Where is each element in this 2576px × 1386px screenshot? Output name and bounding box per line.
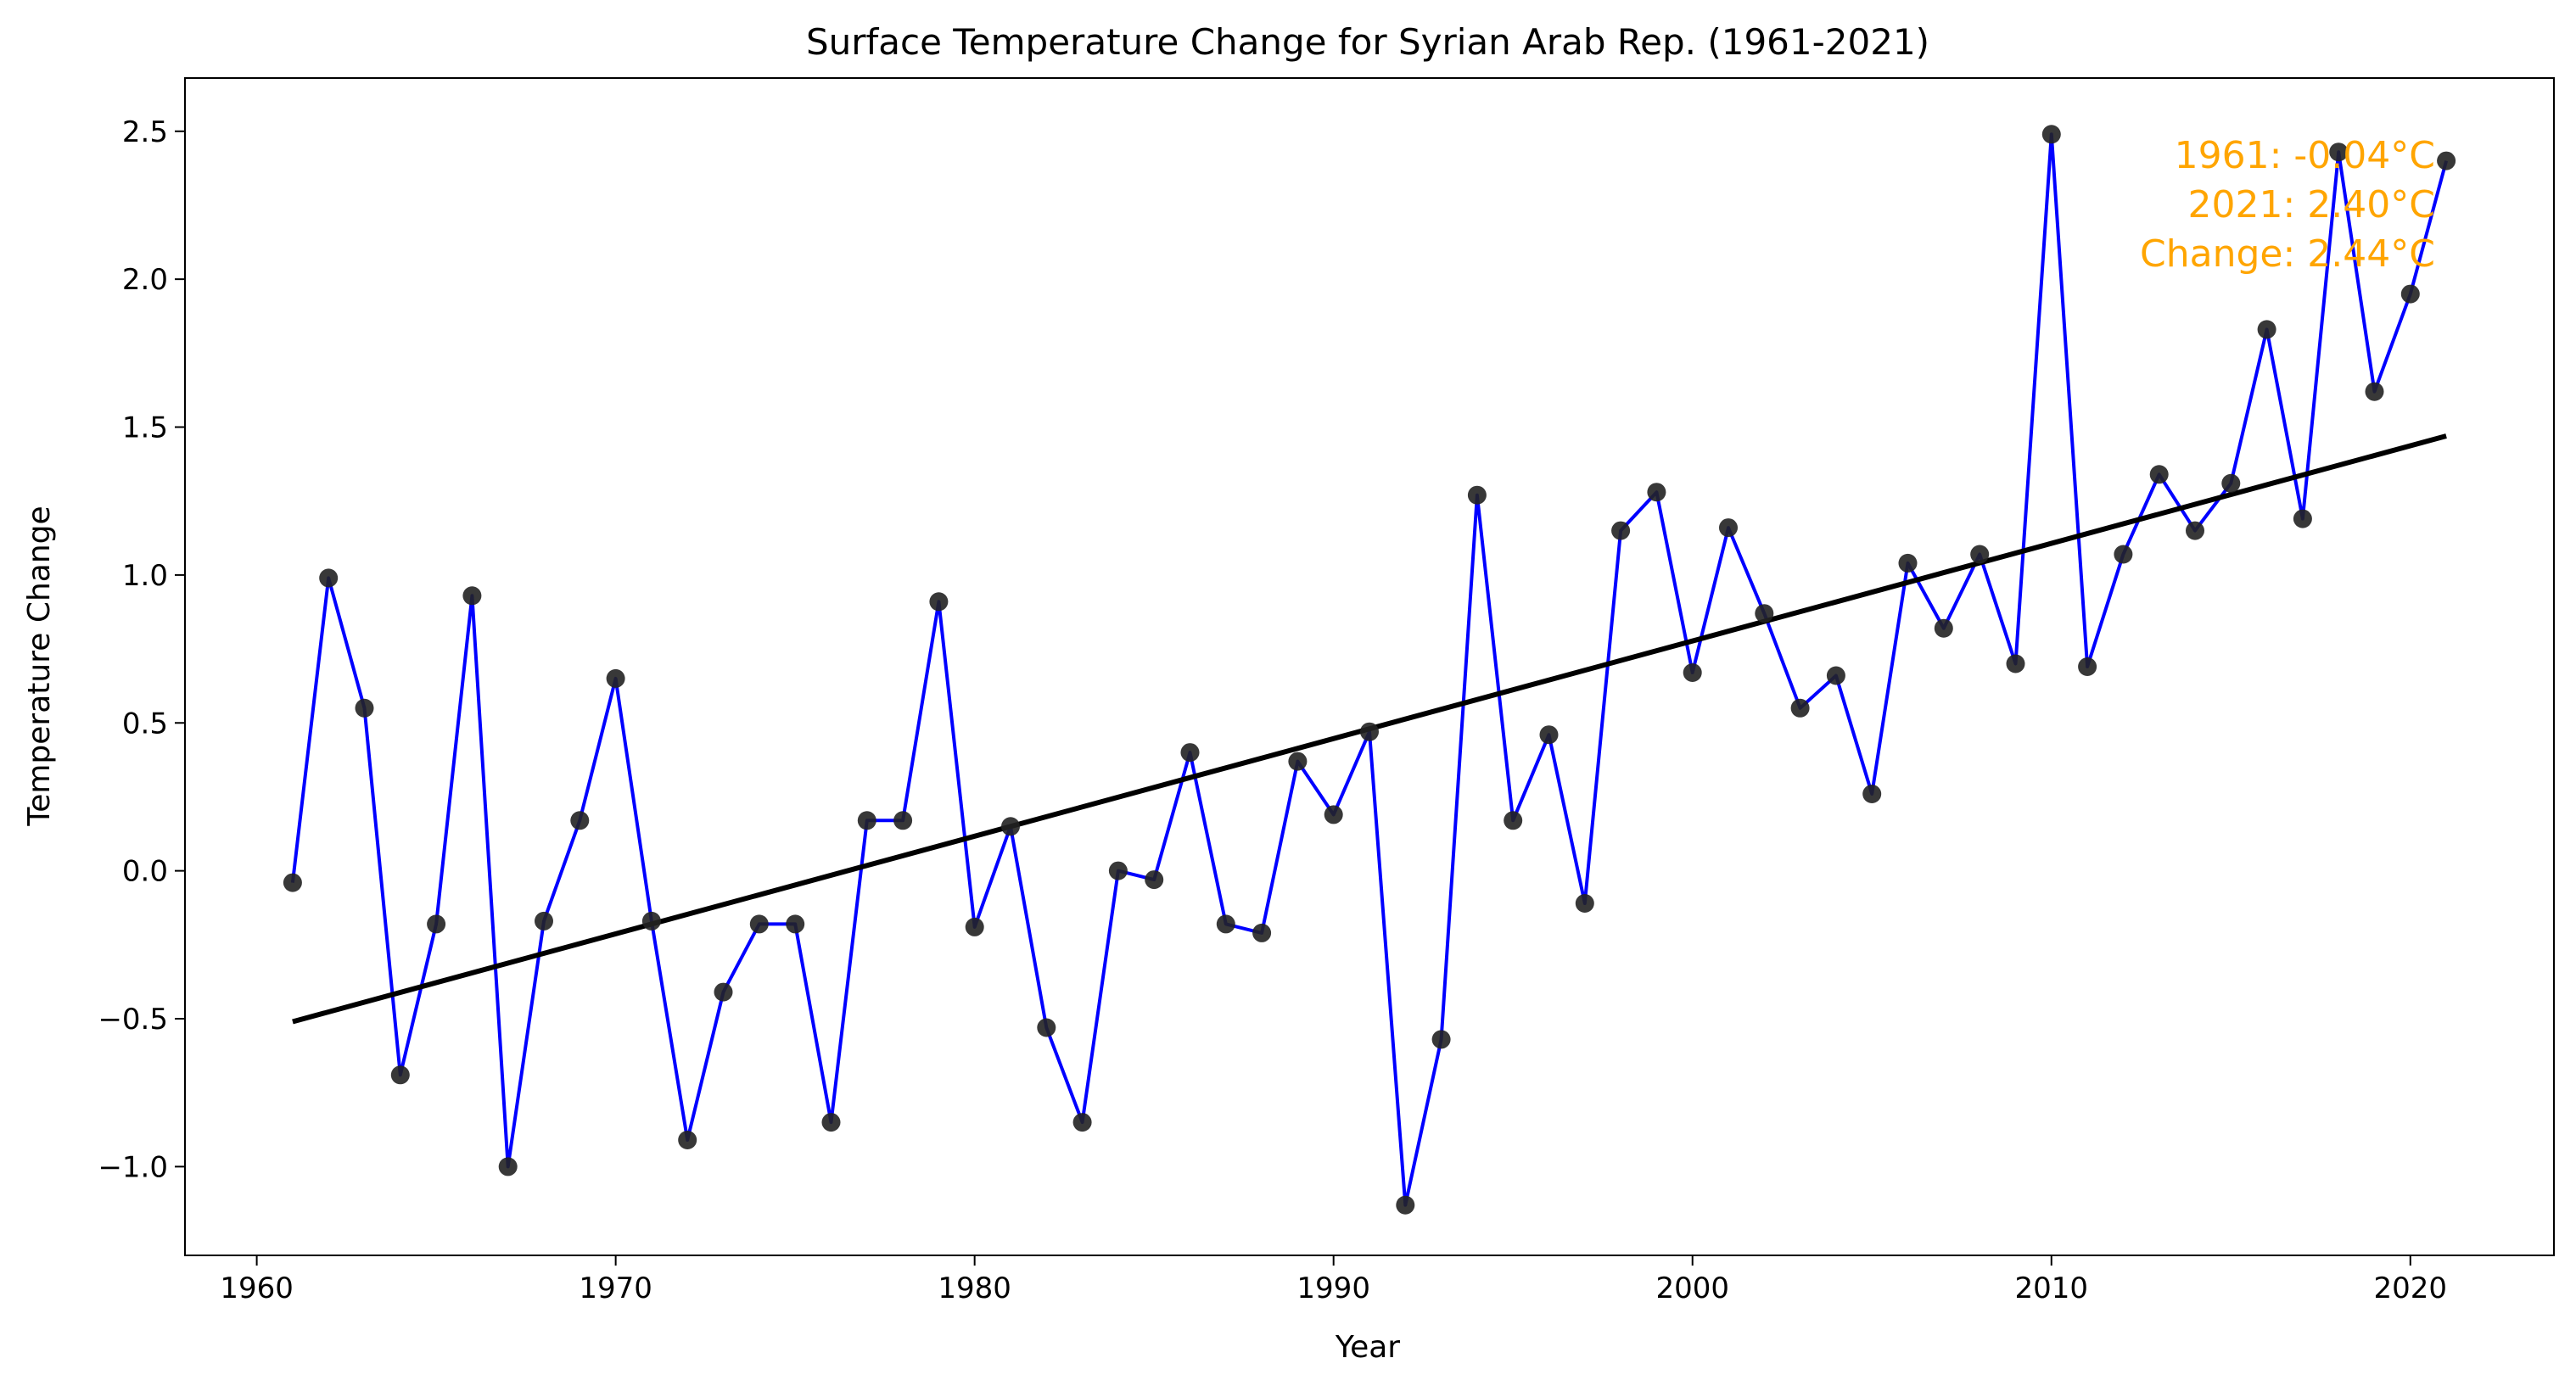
- plot-frame: [184, 77, 2555, 1256]
- data-point-2011: [2078, 657, 2097, 676]
- data-point-1998: [1611, 521, 1631, 540]
- data-point-2005: [1862, 785, 1882, 803]
- data-point-2019: [2365, 382, 2384, 401]
- data-point-1979: [929, 592, 949, 612]
- data-point-1964: [390, 1065, 410, 1085]
- data-point-1985: [1145, 870, 1164, 890]
- data-point-1966: [462, 586, 482, 606]
- data-point-2002: [1755, 604, 1774, 623]
- data-point-1969: [570, 811, 590, 830]
- data-point-1965: [427, 914, 446, 934]
- y-tick-label-5: 1.5: [122, 411, 168, 445]
- data-point-2021: [2437, 151, 2456, 170]
- data-point-1989: [1288, 752, 1308, 771]
- x-axis-label: Year: [1335, 1330, 1400, 1365]
- x-tick-label-1990: 1990: [1296, 1271, 1370, 1305]
- data-point-2015: [2221, 473, 2241, 493]
- data-point-1996: [1539, 725, 1559, 745]
- data-point-2014: [2186, 521, 2204, 540]
- x-tick-label-2000: 2000: [1655, 1271, 1729, 1305]
- data-point-2009: [2006, 654, 2025, 673]
- data-point-1968: [535, 911, 553, 931]
- data-point-2006: [1898, 553, 1918, 573]
- data-point-1986: [1180, 743, 1200, 763]
- data-point-1963: [355, 698, 374, 718]
- y-axis-label: Temperature Change: [22, 506, 57, 826]
- data-point-1984: [1108, 861, 1128, 880]
- data-point-1993: [1431, 1030, 1451, 1049]
- data-point-2000: [1683, 663, 1702, 682]
- y-tick-label-1: −0.5: [98, 1003, 168, 1037]
- data-point-2012: [2114, 545, 2133, 564]
- data-point-2013: [2149, 465, 2169, 484]
- annotation-line-2021: 2021: 2.40°C: [2188, 183, 2435, 226]
- x-tick-label-1960: 1960: [220, 1271, 294, 1305]
- data-point-1999: [1647, 483, 1666, 502]
- data-point-2010: [2041, 125, 2061, 144]
- data-point-1992: [1396, 1195, 1415, 1215]
- data-layer: [283, 125, 2456, 1215]
- data-point-2003: [1790, 698, 1810, 718]
- data-point-1990: [1324, 805, 1343, 824]
- data-point-1977: [857, 811, 876, 830]
- chart-title: Surface Temperature Change for Syrian Ar…: [806, 21, 1929, 63]
- x-tick-label-2020: 2020: [2374, 1271, 2448, 1305]
- data-point-1983: [1072, 1113, 1092, 1132]
- y-tick-label-2: 0.0: [122, 855, 168, 889]
- data-point-1971: [641, 911, 661, 931]
- data-point-1981: [1001, 817, 1020, 836]
- x-tick-label-2010: 2010: [2014, 1271, 2088, 1305]
- data-point-1970: [606, 668, 625, 688]
- y-tick-label-6: 2.0: [122, 263, 168, 297]
- x-tick-label-1970: 1970: [579, 1271, 652, 1305]
- data-point-1997: [1575, 894, 1594, 913]
- data-point-1973: [714, 982, 733, 1002]
- data-point-1962: [319, 568, 339, 588]
- data-point-1987: [1216, 914, 1235, 934]
- data-point-1991: [1360, 722, 1379, 741]
- data-point-1994: [1467, 485, 1487, 505]
- data-point-1980: [965, 917, 984, 936]
- annotation-line-1961: 1961: -0.04°C: [2175, 134, 2435, 177]
- data-point-1995: [1504, 811, 1523, 830]
- data-point-1975: [786, 914, 805, 934]
- data-point-1988: [1252, 923, 1272, 942]
- data-point-1967: [498, 1157, 518, 1176]
- annotation-line-change: Change: 2.44°C: [2140, 232, 2435, 276]
- axes-layer: 1960 1970 1980 1990 2000 2010 2020 −1.0 −0.5 0.0 0…: [98, 77, 2555, 1305]
- data-point-1982: [1037, 1018, 1056, 1037]
- data-point-1978: [893, 811, 913, 830]
- y-tick-label-4: 1.0: [122, 559, 168, 593]
- y-tick-label-3: 0.5: [122, 707, 168, 741]
- data-point-2004: [1826, 666, 1845, 685]
- data-point-2017: [2293, 509, 2312, 528]
- data-point-1972: [678, 1131, 697, 1149]
- y-tick-label-0: −1.0: [98, 1150, 168, 1184]
- data-point-2008: [1970, 545, 1990, 564]
- data-point-2018: [2329, 143, 2349, 162]
- data-point-2016: [2257, 320, 2276, 339]
- data-point-1974: [749, 914, 769, 934]
- data-point-2001: [1719, 518, 1738, 538]
- data-point-2020: [2400, 284, 2420, 304]
- y-tick-label-7: 2.5: [122, 115, 168, 149]
- data-point-2007: [1934, 618, 1953, 638]
- data-point-1976: [821, 1113, 841, 1132]
- x-tick-label-1980: 1980: [938, 1271, 1011, 1305]
- data-point-1961: [283, 873, 302, 892]
